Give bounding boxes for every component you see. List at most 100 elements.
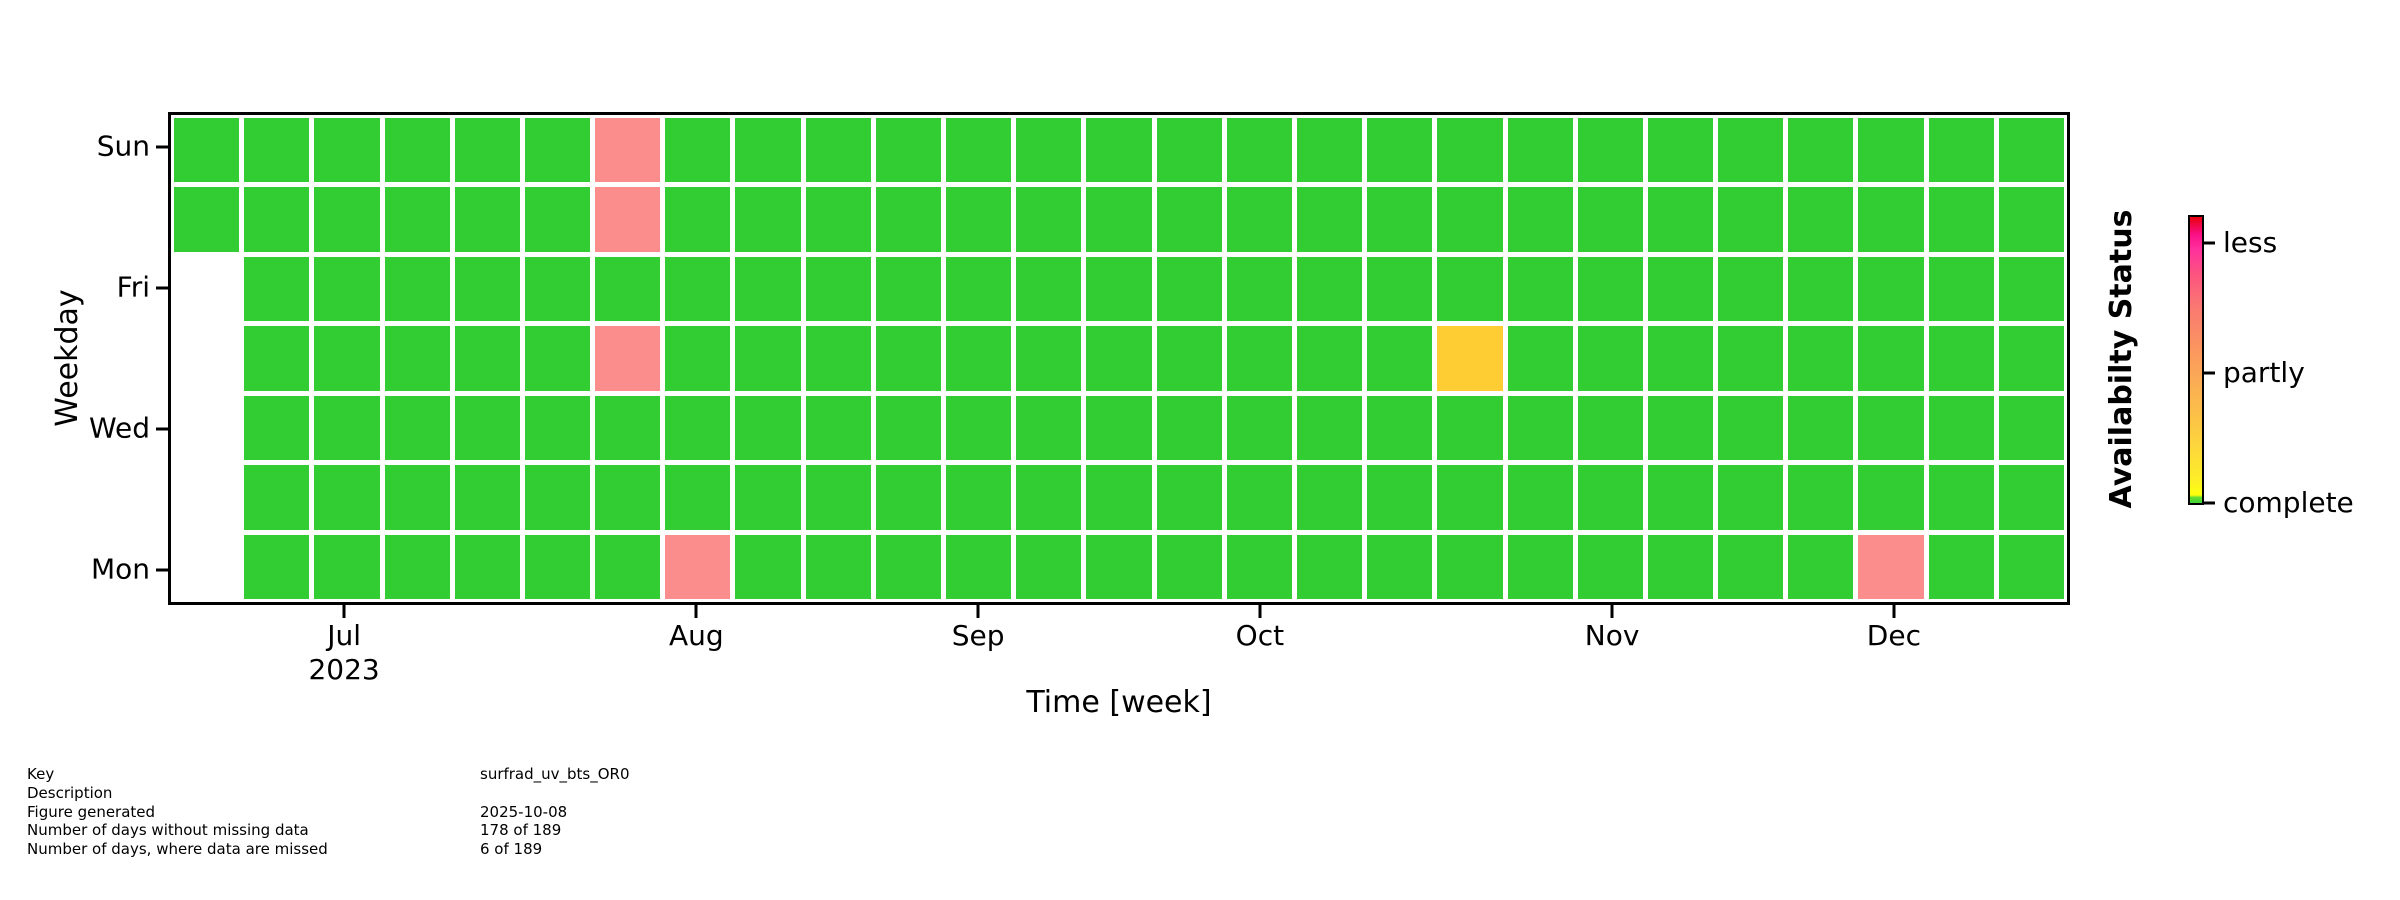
heatmap-cell bbox=[1647, 326, 1714, 391]
x-tick-mark bbox=[342, 605, 346, 618]
heatmap-cell bbox=[946, 326, 1012, 391]
heatmap-cell bbox=[314, 326, 380, 391]
heatmap-cell bbox=[1577, 326, 1643, 391]
heatmap-cell bbox=[314, 465, 380, 530]
colorbar-tick-label: less bbox=[2223, 225, 2278, 259]
heatmap-cell bbox=[1296, 395, 1363, 461]
heatmap-cell-empty bbox=[174, 534, 240, 599]
key-table-row: Key surfrad_uv_bts_OR0 bbox=[27, 765, 630, 784]
heatmap-cell bbox=[805, 326, 871, 391]
heatmap-cell bbox=[1296, 326, 1363, 391]
x-tick-label: Oct bbox=[1235, 619, 1285, 652]
colorbar-tick-mark bbox=[2204, 501, 2215, 505]
heatmap-cell bbox=[1718, 187, 1784, 252]
heatmap-cell bbox=[524, 395, 591, 461]
heatmap-cell bbox=[735, 465, 801, 530]
heatmap-cell bbox=[1998, 187, 2064, 252]
key-table-value: 6 of 189 bbox=[480, 840, 543, 859]
heatmap-cell bbox=[1998, 326, 2064, 391]
key-table: Key surfrad_uv_bts_OR0 Description Figure g… bbox=[27, 765, 630, 859]
heatmap-cell bbox=[1016, 465, 1082, 530]
x-tick-mark bbox=[976, 605, 980, 618]
heatmap-cell bbox=[1367, 395, 1433, 461]
heatmap-cell bbox=[384, 118, 450, 183]
heatmap-cell bbox=[1226, 326, 1292, 391]
heatmap-plot bbox=[168, 112, 2070, 605]
heatmap-cell bbox=[1718, 395, 1784, 461]
heatmap-cell bbox=[1367, 187, 1433, 252]
heatmap-cell bbox=[1858, 465, 1924, 530]
heatmap-cell bbox=[524, 256, 591, 322]
heatmap-cell bbox=[1507, 256, 1573, 322]
heatmap-cell bbox=[805, 118, 871, 183]
heatmap-cell bbox=[454, 534, 520, 599]
heatmap-cell bbox=[946, 395, 1012, 461]
heatmap-cell bbox=[384, 187, 450, 252]
heatmap-cell bbox=[1507, 326, 1573, 391]
heatmap-cell bbox=[1788, 118, 1854, 183]
heatmap-cell bbox=[1367, 256, 1433, 322]
y-tick-label: Wed bbox=[88, 411, 150, 445]
heatmap-cell bbox=[665, 465, 731, 530]
heatmap-cell bbox=[1296, 256, 1363, 322]
heatmap-cell bbox=[244, 256, 310, 322]
heatmap-cell bbox=[595, 534, 661, 599]
heatmap-cell bbox=[1788, 187, 1854, 252]
heatmap-cell bbox=[1647, 187, 1714, 252]
heatmap-cell bbox=[1928, 534, 1994, 599]
heatmap-cell bbox=[384, 534, 450, 599]
key-table-label: Number of days without missing data bbox=[27, 821, 309, 840]
heatmap-cell bbox=[314, 534, 380, 599]
heatmap-cell bbox=[1296, 534, 1363, 599]
y-axis-label: Weekday bbox=[50, 289, 85, 427]
heatmap-cell bbox=[735, 326, 801, 391]
heatmap-cell bbox=[524, 534, 591, 599]
key-table-label: Figure generated bbox=[27, 802, 156, 821]
heatmap-cell bbox=[384, 395, 450, 461]
heatmap-cell bbox=[1507, 465, 1573, 530]
heatmap-cell bbox=[314, 395, 380, 461]
key-table-row: Figure generated 2025-10-08 bbox=[27, 803, 630, 822]
colorbar-tick-label: partly bbox=[2223, 356, 2305, 390]
heatmap-cell bbox=[1086, 395, 1152, 461]
y-tick-mark bbox=[156, 286, 168, 290]
heatmap-cell bbox=[244, 395, 310, 461]
heatmap-cell bbox=[1718, 256, 1784, 322]
x-tick-mark bbox=[1892, 605, 1896, 618]
x-tick-mark bbox=[694, 605, 698, 618]
x-tick-mark bbox=[1610, 605, 1614, 618]
heatmap-cell bbox=[1718, 534, 1784, 599]
heatmap-cell bbox=[314, 187, 380, 252]
heatmap-cell bbox=[875, 534, 942, 599]
heatmap-cell bbox=[946, 256, 1012, 322]
x-axis-label: Time [week] bbox=[1026, 685, 1212, 720]
heatmap-cell bbox=[174, 118, 240, 183]
heatmap-cell bbox=[946, 465, 1012, 530]
heatmap-cell bbox=[1437, 326, 1503, 391]
x-tick-year-label: 2023 bbox=[308, 653, 380, 686]
heatmap-cell bbox=[1577, 534, 1643, 599]
heatmap-cell bbox=[946, 118, 1012, 183]
heatmap-cell bbox=[174, 187, 240, 252]
heatmap-cell bbox=[1718, 465, 1784, 530]
key-table-value: 2025-10-08 bbox=[480, 802, 568, 821]
heatmap-cell bbox=[1998, 256, 2064, 322]
heatmap-cell bbox=[1858, 187, 1924, 252]
heatmap-cell bbox=[1086, 118, 1152, 183]
heatmap-cell bbox=[875, 326, 942, 391]
heatmap-cell bbox=[1507, 534, 1573, 599]
heatmap-cell bbox=[314, 256, 380, 322]
heatmap-cell-empty bbox=[174, 326, 240, 391]
heatmap-cell bbox=[1296, 118, 1363, 183]
heatmap-cell bbox=[595, 187, 661, 252]
heatmap-cell bbox=[875, 465, 942, 530]
heatmap-cell bbox=[384, 256, 450, 322]
heatmap-cell bbox=[735, 256, 801, 322]
heatmap-cell bbox=[1016, 326, 1082, 391]
heatmap-cell bbox=[1928, 326, 1994, 391]
heatmap-cell bbox=[1437, 395, 1503, 461]
heatmap-cell bbox=[805, 534, 871, 599]
heatmap-cell bbox=[1226, 534, 1292, 599]
key-table-row: Number of days, where data are missed 6 o… bbox=[27, 840, 630, 859]
